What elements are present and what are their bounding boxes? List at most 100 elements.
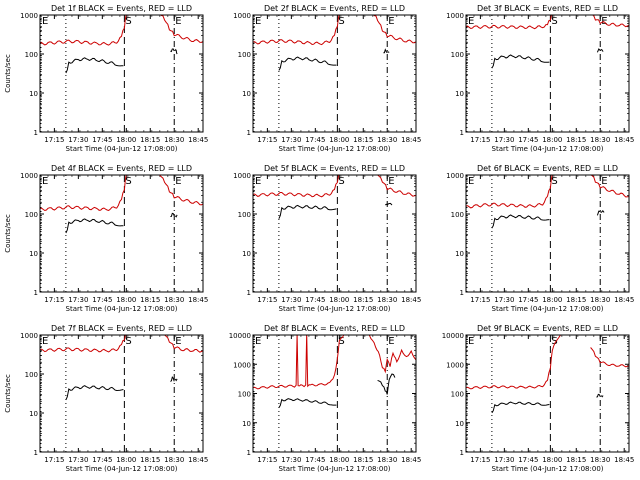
x-tick-label: 17:15	[257, 456, 277, 464]
panel-4: Det 4f BLACK = Events, RED = LLD 1 10 100 10…	[4, 164, 208, 313]
x-tick-label: 18:30	[590, 136, 610, 144]
y-axis-label: Counts/sec	[4, 374, 12, 413]
y-tick-label: 1000	[446, 12, 464, 20]
panel-3: Det 3f BLACK = Events, RED = LLD 1 10 100 10…	[446, 4, 634, 153]
x-tick-label: 17:30	[494, 456, 514, 464]
x-tick-label: 17:45	[305, 456, 325, 464]
y-tick-label: 1	[460, 129, 464, 137]
marker-label-E: E	[42, 176, 48, 187]
panel-title: Det 1f BLACK = Events, RED = LLD	[51, 4, 192, 13]
series-lld-line	[590, 347, 629, 368]
marker-label-S: S	[338, 176, 344, 187]
x-tick-label: 18:45	[401, 296, 421, 304]
x-axis-label: Start Time (04-Jun-12 17:08:00)	[66, 145, 178, 153]
x-tick-label: 17:30	[68, 296, 88, 304]
series-events-line	[65, 57, 124, 74]
y-tick-label: 100	[451, 211, 464, 219]
x-tick-label: 18:45	[614, 296, 634, 304]
y-axis-label: Counts/sec	[4, 214, 12, 253]
marker-label-E: E	[255, 336, 261, 347]
x-tick-label: 17:45	[305, 136, 325, 144]
series-events-line	[384, 202, 393, 206]
y-tick-label: 1000	[20, 12, 38, 20]
marker-label-S: S	[125, 336, 131, 347]
x-axis-label: Start Time (04-Jun-12 17:08:00)	[279, 465, 391, 473]
series-events-line	[278, 56, 337, 71]
x-tick-label: 17:30	[68, 456, 88, 464]
x-axis-label: Start Time (04-Jun-12 17:08:00)	[66, 305, 178, 313]
series-events-line	[383, 48, 390, 54]
x-tick-label: 17:45	[518, 296, 538, 304]
y-tick-label: 100	[238, 51, 251, 59]
series-events-line	[170, 376, 175, 382]
plot-frame	[252, 334, 417, 453]
y-tick-label: 10	[242, 250, 251, 258]
marker-label-E: E	[601, 16, 607, 27]
x-tick-label: 18:15	[353, 456, 373, 464]
x-tick-label: 17:15	[257, 136, 277, 144]
panel-title: Det 3f BLACK = Events, RED = LLD	[477, 4, 618, 13]
y-tick-label: 10	[29, 410, 38, 418]
x-tick-label: 17:45	[305, 296, 325, 304]
plot-frame	[465, 334, 630, 453]
x-tick-label: 18:45	[188, 296, 208, 304]
y-tick-label: 1000	[233, 12, 251, 20]
x-tick-label: 18:30	[377, 456, 397, 464]
panel-title: Det 5f BLACK = Events, RED = LLD	[264, 164, 405, 173]
x-axis-label: Start Time (04-Jun-12 17:08:00)	[279, 145, 391, 153]
y-tick-label: 10	[455, 250, 464, 258]
x-tick-label: 17:45	[518, 136, 538, 144]
x-axis-label: Start Time (04-Jun-12 17:08:00)	[492, 465, 604, 473]
y-tick-label: 1	[34, 449, 38, 457]
y-tick-label: 1000	[20, 332, 38, 340]
y-tick-label: 100	[238, 391, 251, 399]
y-tick-label: 1000	[20, 172, 38, 180]
x-tick-label: 18:00	[116, 296, 136, 304]
x-tick-label: 18:45	[188, 456, 208, 464]
y-tick-label: 1000	[233, 172, 251, 180]
x-tick-label: 18:00	[116, 136, 136, 144]
series-events-line	[491, 401, 550, 414]
y-tick-label: 10000	[442, 332, 464, 340]
x-axis-label: Start Time (04-Jun-12 17:08:00)	[66, 465, 178, 473]
y-tick-label: 1	[460, 449, 464, 457]
panel-title: Det 8f BLACK = Events, RED = LLD	[264, 324, 405, 333]
series-events-line	[491, 214, 550, 229]
plot-frame	[252, 174, 417, 293]
marker-label-S: S	[551, 336, 557, 347]
x-tick-label: 18:45	[614, 456, 634, 464]
marker-label-S: S	[338, 16, 344, 27]
x-axis-label: Start Time (04-Jun-12 17:08:00)	[492, 145, 604, 153]
x-tick-label: 17:30	[281, 296, 301, 304]
marker-label-E: E	[601, 336, 607, 347]
series-lld-line	[466, 175, 553, 209]
marker-label-S: S	[551, 176, 557, 187]
y-tick-label: 1	[34, 289, 38, 297]
marker-label-E: E	[42, 16, 48, 27]
series-events-line	[600, 395, 604, 398]
series-events-line	[174, 378, 178, 382]
x-tick-label: 17:30	[68, 136, 88, 144]
series-lld-line	[590, 175, 629, 198]
series-lld-line	[40, 335, 127, 353]
x-tick-label: 18:30	[377, 136, 397, 144]
x-tick-label: 18:15	[140, 296, 160, 304]
x-tick-label: 17:45	[92, 456, 112, 464]
x-tick-label: 18:45	[188, 136, 208, 144]
x-tick-label: 18:45	[401, 456, 421, 464]
series-lld-line	[590, 15, 629, 28]
x-tick-label: 18:15	[353, 296, 373, 304]
y-tick-label: 1000	[446, 361, 464, 369]
marker-label-E: E	[175, 176, 181, 187]
x-axis-label: Start Time (04-Jun-12 17:08:00)	[492, 305, 604, 313]
y-tick-label: 1000	[446, 172, 464, 180]
marker-label-E: E	[388, 336, 394, 347]
x-tick-label: 18:30	[164, 136, 184, 144]
panel-title: Det 6f BLACK = Events, RED = LLD	[477, 164, 618, 173]
series-events-line	[278, 204, 337, 219]
marker-label-S: S	[551, 16, 557, 27]
series-lld-line	[159, 15, 203, 43]
panel-1: Det 1f BLACK = Events, RED = LLD 1 10 100 10…	[4, 4, 208, 153]
series-events-line	[596, 48, 604, 53]
x-tick-label: 17:45	[92, 136, 112, 144]
